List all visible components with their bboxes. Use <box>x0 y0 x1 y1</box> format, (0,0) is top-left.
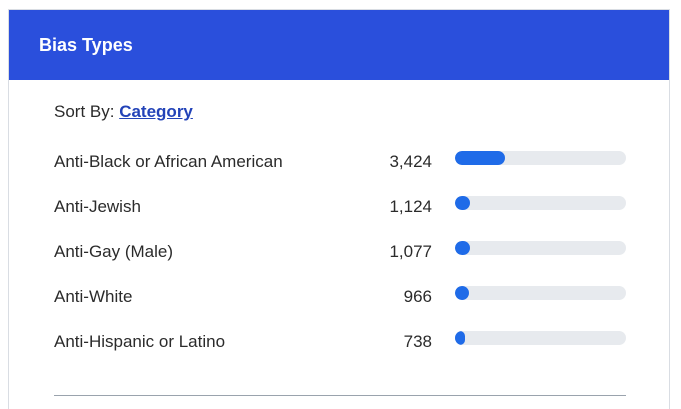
bias-count: 966 <box>403 287 432 306</box>
sort-label: Sort By: <box>54 102 115 121</box>
list-item: Anti-Black or African American 3,424 <box>54 146 634 191</box>
bias-label: Anti-White <box>54 287 133 306</box>
bias-bar-track <box>455 196 626 210</box>
bias-bar-fill <box>455 331 466 345</box>
card-title: Bias Types <box>39 34 133 55</box>
bias-list: Anti-Black or African American 3,424 Ant… <box>54 146 634 371</box>
bias-count: 1,077 <box>389 242 432 261</box>
bias-bar-fill <box>455 286 469 300</box>
bias-count: 1,124 <box>389 197 432 216</box>
bias-label: Anti-Gay (Male) <box>54 242 174 261</box>
list-item: Anti-White 966 <box>54 281 634 326</box>
bias-bar-fill <box>455 241 471 255</box>
bias-bar-track <box>455 286 626 300</box>
bias-bar-track <box>455 151 626 165</box>
bias-bar-fill <box>455 196 471 210</box>
bias-bar-fill <box>455 151 505 165</box>
bias-types-card: Bias Types Sort By: Category Anti-Black … <box>8 9 670 409</box>
bias-bar-track <box>455 241 626 255</box>
sort-category-link[interactable]: Category <box>119 102 193 121</box>
bias-label: Anti-Black or African American <box>54 152 283 171</box>
list-item: Anti-Gay (Male) 1,077 <box>54 236 634 281</box>
list-item: Anti-Hispanic or Latino 738 <box>54 326 634 371</box>
bias-count: 738 <box>403 332 432 351</box>
bias-label: Anti-Jewish <box>54 197 141 216</box>
bias-count: 3,424 <box>389 152 432 171</box>
bias-bar-track <box>455 331 626 345</box>
bias-label: Anti-Hispanic or Latino <box>54 332 226 351</box>
list-item: Anti-Jewish 1,124 <box>54 191 634 236</box>
card-header: Bias Types <box>9 10 669 80</box>
sort-control: Sort By: Category <box>54 102 193 122</box>
section-divider <box>54 395 626 396</box>
